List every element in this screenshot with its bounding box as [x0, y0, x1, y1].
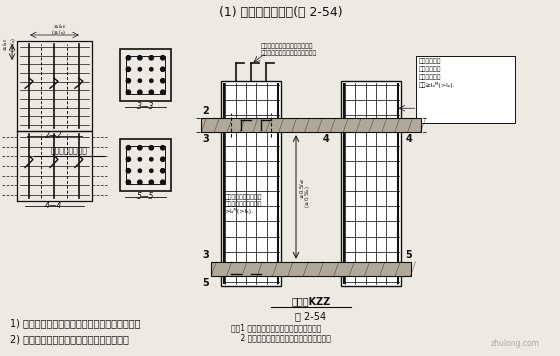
Text: 框支柱KZZ: 框支柱KZZ [291, 296, 330, 306]
Text: zhulong.com: zhulong.com [491, 339, 540, 348]
Circle shape [150, 79, 153, 83]
Circle shape [161, 56, 165, 60]
Bar [120, 49, 171, 101]
Circle shape [126, 56, 130, 60]
Circle shape [161, 67, 165, 72]
Circle shape [150, 68, 153, 71]
Text: 自框支柱边缘算起，弯: 自框支柱边缘算起，弯 [224, 194, 262, 200]
Circle shape [150, 158, 153, 161]
Circle shape [126, 67, 130, 72]
Circle shape [150, 169, 153, 172]
Text: 3: 3 [203, 250, 209, 260]
Circle shape [161, 180, 165, 184]
Circle shape [138, 169, 142, 172]
Text: 4: 4 [405, 134, 412, 144]
Text: 锚入框支架或楼层板内: 锚入框支架或楼层板内 [224, 201, 262, 207]
Circle shape [138, 68, 142, 71]
Text: $(\geq l_a)$: $(\geq l_a)$ [8, 37, 17, 52]
Circle shape [138, 56, 142, 60]
Bar [221, 81, 281, 286]
Text: 框支柱部分纵筋延伸到上层剪力: 框支柱部分纵筋延伸到上层剪力 [261, 43, 314, 49]
Text: 5: 5 [203, 278, 209, 288]
Bar [202, 118, 421, 132]
Text: 算起，弯锚入: 算起，弯锚入 [418, 66, 441, 72]
Circle shape [126, 90, 130, 94]
Text: 4—4: 4—4 [45, 201, 63, 210]
Bar [127, 56, 165, 94]
Text: 4: 4 [322, 134, 329, 144]
Text: 板内≥lₐᴹ(>lₐ).: 板内≥lₐᴹ(>lₐ). [418, 82, 455, 88]
Circle shape [161, 146, 165, 150]
Text: 2: 2 [203, 106, 209, 116]
Circle shape [161, 157, 165, 161]
Circle shape [138, 79, 142, 83]
Text: 2 柱纵向钢筋的连接宜采用机械连接接头。: 2 柱纵向钢筋的连接宜采用机械连接接头。 [231, 333, 331, 342]
Bar [211, 262, 410, 276]
Text: $\geq 0.5l_{aE}$: $\geq 0.5l_{aE}$ [298, 178, 307, 200]
Circle shape [126, 79, 130, 83]
Text: 3—3: 3—3 [137, 102, 154, 111]
Circle shape [161, 169, 165, 173]
Text: >lₐᴹ(>lₐ).: >lₐᴹ(>lₐ). [224, 208, 254, 214]
Circle shape [161, 90, 165, 94]
Circle shape [149, 146, 153, 150]
Circle shape [138, 90, 142, 94]
Bar [127, 146, 165, 184]
Text: $(\geq 0.5l_a)$: $(\geq 0.5l_a)$ [303, 185, 312, 208]
Circle shape [138, 158, 142, 161]
Text: 5: 5 [405, 250, 412, 260]
Text: 2—2: 2—2 [45, 131, 63, 140]
Text: (1) 框支柱钢筋构造(图 2-54): (1) 框支柱钢筋构造(图 2-54) [220, 6, 343, 19]
Circle shape [126, 146, 130, 150]
Text: 纵向钢筋弯折要求: 纵向钢筋弯折要求 [50, 146, 87, 155]
Text: 图 2-54: 图 2-54 [295, 311, 326, 321]
Text: $(\geq l_a)$: $(\geq l_a)$ [52, 28, 67, 37]
Text: $\geq l_{aE}$: $\geq l_{aE}$ [52, 22, 66, 31]
Circle shape [126, 157, 130, 161]
Circle shape [126, 169, 130, 173]
Text: 力墙框板顶，规别为：能通则通。: 力墙框板顶，规别为：能通则通。 [261, 51, 318, 56]
Circle shape [126, 180, 130, 184]
Circle shape [161, 79, 165, 83]
Circle shape [149, 90, 153, 94]
Bar [416, 56, 515, 123]
Text: 自框支柱边墙: 自框支柱边墙 [418, 58, 441, 64]
Circle shape [149, 56, 153, 60]
Text: 1) 框支柱的柱底纵筋的连接构造同抗震框架柱。: 1) 框支柱的柱底纵筋的连接构造同抗震框架柱。 [10, 318, 141, 328]
Text: 3: 3 [203, 134, 209, 144]
Bar [120, 139, 171, 191]
Text: 注：1 柱底纵筋的连接构造同抗震框架柱。: 注：1 柱底纵筋的连接构造同抗震框架柱。 [231, 323, 321, 332]
Circle shape [138, 180, 142, 184]
Circle shape [149, 180, 153, 184]
Bar [341, 81, 400, 286]
Text: 框支梁或楼层: 框支梁或楼层 [418, 74, 441, 80]
Circle shape [138, 146, 142, 150]
Text: 5—5: 5—5 [137, 192, 154, 201]
Text: 2) 柱纵向钢筋的连接宜采用机械连接接头。: 2) 柱纵向钢筋的连接宜采用机械连接接头。 [10, 334, 129, 344]
Text: $\geq l_{aE}$: $\geq l_{aE}$ [1, 37, 10, 52]
